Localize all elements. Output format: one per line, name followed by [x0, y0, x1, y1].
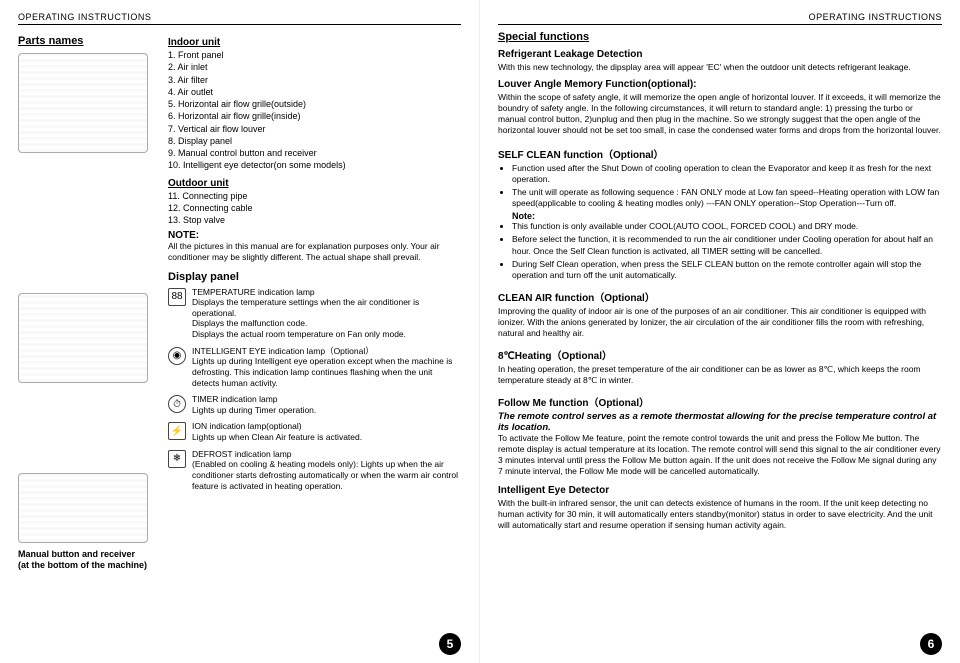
outdoor-unit-diagram	[18, 293, 148, 383]
list-item: The unit will operate as following seque…	[512, 187, 942, 209]
page-number: 6	[920, 633, 942, 655]
page-6: OPERATING INSTRUCTIONS Special functions…	[480, 0, 960, 663]
dp-row: ◉ INTELLIGENT EYE indication lamp（Option…	[168, 346, 461, 389]
dp-body: (Enabled on cooling & heating models onl…	[192, 459, 458, 490]
dp-row: ⏱ TIMER indication lampLights up during …	[168, 394, 461, 415]
clean-air-body: Improving the quality of indoor air is o…	[498, 306, 942, 339]
eye-body: With the built-in infrared sensor, the u…	[498, 498, 942, 531]
header-row: OPERATING INSTRUCTIONS	[18, 12, 461, 22]
self-clean-notes: This function is only available under CO…	[498, 221, 942, 280]
list-item: 2. Air inlet	[168, 62, 461, 73]
special-functions-title: Special functions	[498, 31, 942, 43]
self-clean-title: SELF CLEAN function（Optional）	[498, 146, 942, 161]
outdoor-list: 11. Connecting pipe 12. Connecting cable…	[168, 191, 461, 227]
list-item: 3. Air filter	[168, 75, 461, 86]
ion-icon: ⚡	[168, 422, 186, 440]
heat8-title: 8℃Heating（Optional）	[498, 347, 942, 362]
self-clean-bullets: Function used after the Shut Down of coo…	[498, 163, 942, 209]
dp-body: Lights up during Timer operation.	[192, 405, 316, 415]
dp-head: INTELLIGENT EYE indication lamp（Optional…	[192, 346, 461, 357]
list-item: 4. Air outlet	[168, 87, 461, 98]
eye-title: Intelligent Eye Detector	[498, 485, 942, 496]
dp-head: TEMPERATURE indication lamp	[192, 287, 461, 298]
list-item: 10. Intelligent eye detector(on some mod…	[168, 160, 461, 171]
dp-body: Lights up when Clean Air feature is acti…	[192, 432, 362, 442]
func-title: Refrigerant Leakage Detection	[498, 49, 942, 60]
clean-air-title: CLEAN AIR function（Optional）	[498, 289, 942, 304]
dp-body: Lights up during Intelligent eye operati…	[192, 356, 452, 387]
note-label: Note:	[512, 211, 942, 221]
note-title: NOTE:	[168, 230, 461, 241]
list-item: 12. Connecting cable	[168, 203, 461, 214]
dp-row: 88 TEMPERATURE indication lampDisplays t…	[168, 287, 461, 340]
dp-row: ❄ DEFROST indication lamp(Enabled on coo…	[168, 449, 461, 492]
func-title: Louver Angle Memory Function(optional):	[498, 79, 942, 90]
list-item: 7. Vertical air flow louver	[168, 124, 461, 135]
follow-body: To activate the Follow Me feature, point…	[498, 433, 942, 477]
manual-button-diagram	[18, 473, 148, 543]
list-item: 9. Manual control button and receiver	[168, 148, 461, 159]
header-left: OPERATING INSTRUCTIONS	[18, 12, 151, 22]
outdoor-unit-title: Outdoor unit	[168, 178, 461, 189]
dp-head: ION indication lamp(optional)	[192, 421, 362, 432]
parts-names-title: Parts names	[18, 35, 158, 47]
list-item: 13. Stop valve	[168, 215, 461, 226]
list-item: Before select the function, it is recomm…	[512, 234, 942, 256]
defrost-icon: ❄	[168, 450, 186, 468]
eye-icon: ◉	[168, 347, 186, 365]
indoor-list-column: Indoor unit 1. Front panel 2. Air inlet …	[168, 31, 461, 571]
list-item: During Self Clean operation, when press …	[512, 259, 942, 281]
list-item: 1. Front panel	[168, 50, 461, 61]
list-item: 5. Horizontal air flow grille(outside)	[168, 99, 461, 110]
indoor-unit-diagram	[18, 53, 148, 153]
indoor-list: 1. Front panel 2. Air inlet 3. Air filte…	[168, 50, 461, 172]
heat8-body: In heating operation, the preset tempera…	[498, 364, 942, 386]
header-right: OPERATING INSTRUCTIONS	[809, 12, 942, 22]
list-item: 8. Display panel	[168, 136, 461, 147]
dp-head: TIMER indication lamp	[192, 394, 316, 405]
header-row: OPERATING INSTRUCTIONS	[498, 12, 942, 22]
list-item: This function is only available under CO…	[512, 221, 942, 232]
follow-lead: The remote control serves as a remote th…	[498, 411, 942, 433]
func-body: Within the scope of safety angle, it wil…	[498, 92, 942, 136]
follow-title: Follow Me function（Optional）	[498, 394, 942, 409]
temp-icon: 88	[168, 288, 186, 306]
list-item: 6. Horizontal air flow grille(inside)	[168, 111, 461, 122]
func-body: With this new technology, the dipsplay a…	[498, 62, 942, 73]
indoor-unit-title: Indoor unit	[168, 37, 461, 48]
timer-icon: ⏱	[168, 395, 186, 413]
note-body: All the pictures in this manual are for …	[168, 241, 461, 262]
dp-row: ⚡ ION indication lamp(optional)Lights up…	[168, 421, 461, 442]
page-number: 5	[439, 633, 461, 655]
manual-caption: Manual button and receiver (at the botto…	[18, 549, 158, 571]
list-item: 11. Connecting pipe	[168, 191, 461, 202]
illustrations-column: Parts names Manual button and receiver (…	[18, 31, 158, 571]
page-5: OPERATING INSTRUCTIONS Parts names Manua…	[0, 0, 480, 663]
dp-body: Displays the temperature settings when t…	[192, 297, 419, 339]
list-item: Function used after the Shut Down of coo…	[512, 163, 942, 185]
dp-head: DEFROST indication lamp	[192, 449, 461, 460]
display-panel-title: Display panel	[168, 271, 461, 283]
